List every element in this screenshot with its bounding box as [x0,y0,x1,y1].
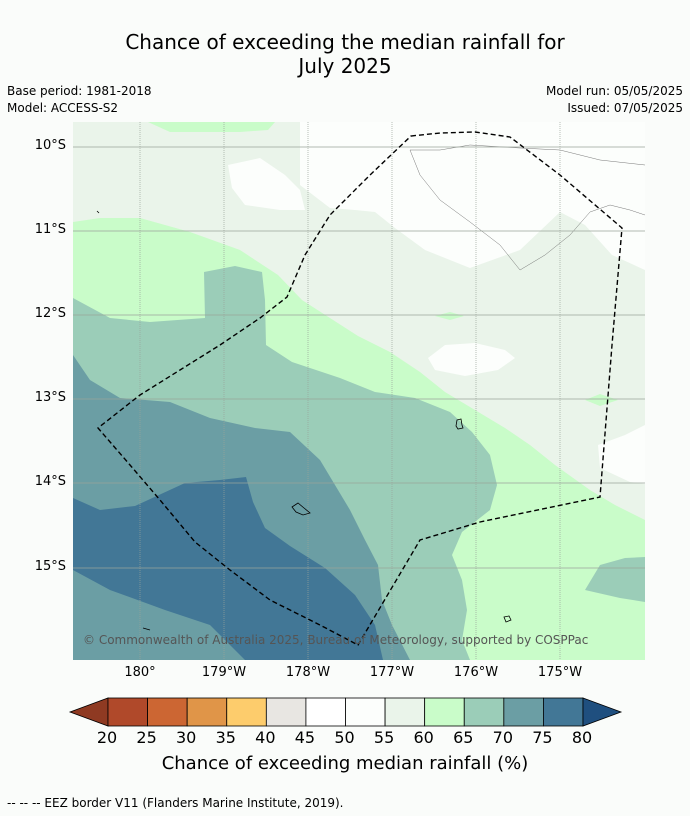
colorbar [68,697,623,727]
region-55-small-top [228,158,305,210]
region-55-right [598,425,645,484]
lat-label-12s: 12°S [34,306,66,321]
island-4 [142,627,151,631]
issued-date: Issued: 07/05/2025 [567,101,683,115]
colorbar-cell [186,697,228,727]
region-65-patch-small [435,312,464,320]
colorbar-tick-label: 70 [492,728,513,747]
lat-label-11s: 11°S [34,222,66,237]
colorbar-tick-label: 30 [175,728,197,747]
colorbar-cell [305,697,346,727]
grid-lines [73,122,645,660]
lat-label-14s: 14°S [34,474,66,489]
lat-label-10s: 10°S [34,138,66,153]
colorbar-cell [463,697,505,727]
colorbar-cell [265,697,307,727]
map-area [73,122,645,660]
lat-label-13s: 13°S [34,390,66,405]
metadata-right: Model run: 05/05/2025 Issued: 07/05/2025 [546,83,683,117]
map-title-line2: July 2025 [298,54,392,78]
lon-label-179w: 179°W [201,665,247,680]
map-title: Chance of exceeding the median rainfall … [0,30,690,78]
region-65-top [148,122,275,132]
lon-label-180: 180° [124,665,156,680]
copyright-notice: © Commonwealth of Australia 2025, Bureau… [83,633,589,647]
colorbar-cell [226,697,267,727]
model-run: Model run: 05/05/2025 [545,84,683,98]
colorbar-cell [345,697,386,727]
lon-label-176w: 176°W [453,665,499,680]
colorbar-cell [543,697,584,727]
islands [96,210,512,631]
colorbar-cells [107,697,584,727]
colorbar-tick-label: 50 [334,728,355,747]
eez-border [96,131,623,646]
base-period: Base period: 1981-2018 [7,84,152,98]
contour-lines [409,144,645,271]
colorbar-tick-label: 75 [532,728,553,747]
island-1 [455,418,464,430]
colorbar-cell [147,697,188,727]
map-title-line1: Chance of exceeding the median rainfall … [125,30,565,54]
colorbar-tick-label: 60 [413,728,434,747]
metadata-left: Base period: 1981-2018 Model: ACCESS-S2 [7,83,152,117]
island-3 [503,615,512,623]
colorbar-tick-label: 35 [215,728,236,747]
island-5 [96,210,100,214]
region-65-patch-right [585,394,618,406]
region-55-top [300,122,645,270]
model-name: Model: ACCESS-S2 [7,101,119,115]
lon-label-178w: 178°W [285,665,331,680]
colorbar-title: Chance of exceeding median rainfall (%) [161,753,529,774]
lat-label-15s: 15°S [34,559,66,574]
colorbar-over-arrow [582,697,623,727]
lon-label-177w: 177°W [369,665,415,680]
colorbar-under-arrow [68,697,109,727]
region-75-lower-left [73,570,245,660]
colorbar-tick-label: 45 [294,728,316,747]
colorbar-tick-label: 40 [255,728,276,747]
colorbar-tick-label: 65 [453,728,474,747]
island-2 [291,502,311,516]
colorbar-cell [424,697,465,727]
colorbar-tick-label: 80 [571,728,593,747]
colorbar-tick-label: 25 [136,728,157,747]
colorbar-tick-label: 20 [96,728,118,747]
lon-label-175w: 175°W [537,665,583,680]
region-55-mid [428,343,515,376]
colorbar-tick-label: 55 [373,728,395,747]
colorbar-cell [107,697,148,727]
colorbar-cell [384,697,426,727]
colorbar-cell [503,697,544,727]
eez-footnote: -- -- -- EEZ border V11 (Flanders Marine… [7,796,344,810]
